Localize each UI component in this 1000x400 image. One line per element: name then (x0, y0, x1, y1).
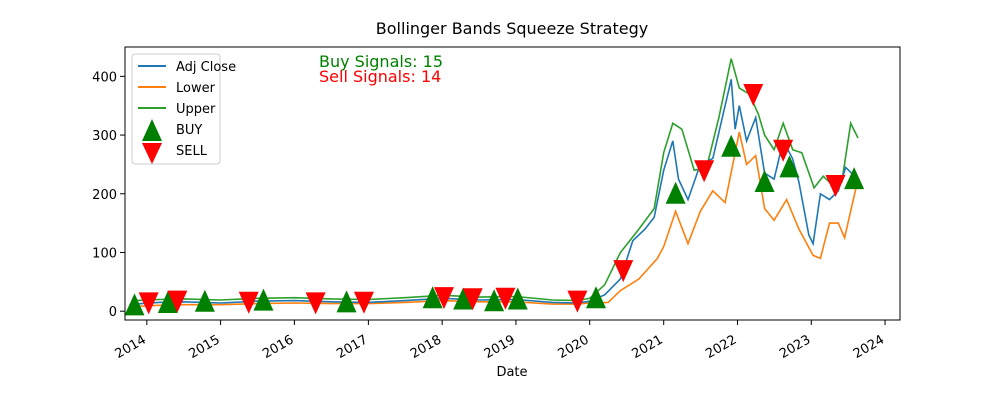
x-tick-label: 2017 (334, 332, 370, 362)
buy-signals-annotation: Buy Signals: 15 (319, 52, 443, 71)
plot-frame (124, 46, 901, 321)
sell-marker (305, 292, 326, 315)
sell-marker (694, 160, 715, 183)
sell-marker (462, 288, 483, 311)
buy-marker (336, 290, 357, 313)
legend-swatch-buy (142, 119, 162, 141)
x-tick-label: 2024 (851, 332, 887, 362)
x-tick-label: 2023 (777, 332, 813, 362)
buy-marker (507, 287, 528, 310)
sell-marker (773, 139, 794, 162)
x-tick-label: 2016 (260, 332, 296, 362)
sell-marker (353, 291, 374, 314)
buy-marker (844, 167, 865, 190)
series-line-adj-close (134, 79, 859, 305)
sell-marker (567, 290, 588, 313)
buy-marker (194, 289, 215, 312)
legend-label-buy: BUY (176, 123, 202, 138)
buy-marker (484, 289, 505, 312)
buy-marker (585, 286, 606, 309)
sell-marker (433, 287, 454, 310)
x-tick-label: 2021 (630, 332, 666, 362)
legend-label-sell: SELL (176, 144, 208, 159)
x-tick-label: 2015 (186, 332, 222, 362)
sell-marker (138, 292, 159, 315)
buy-marker (665, 181, 686, 204)
sell-marker (167, 290, 188, 313)
sell-signals-annotation: Sell Signals: 14 (319, 67, 441, 86)
y-tick-label: 100 (92, 246, 117, 261)
y-tick-label: 0 (109, 305, 117, 320)
buy-marker (453, 287, 474, 310)
x-tick-label: 2018 (408, 332, 444, 362)
sell-marker (613, 260, 634, 283)
y-tick-label: 400 (92, 70, 117, 85)
series-line-lower (134, 131, 859, 308)
x-tick-label: 2022 (703, 332, 739, 362)
buy-marker (157, 290, 178, 313)
sell-marker (238, 291, 259, 314)
legend-label-upper: Upper (176, 102, 216, 117)
buy-marker (253, 288, 274, 311)
buy-marker (754, 170, 775, 193)
y-tick-label: 200 (92, 188, 117, 203)
buy-marker (125, 293, 145, 316)
y-tick-label: 300 (92, 129, 117, 144)
legend-label-lower: Lower (176, 81, 216, 96)
buy-marker (779, 155, 800, 178)
buy-marker (422, 286, 443, 309)
chart-title: Bollinger Bands Squeeze Strategy (376, 19, 648, 38)
buy-marker (721, 134, 742, 157)
x-tick-label: 2020 (556, 332, 592, 362)
legend-label-adj-close: Adj Close (176, 60, 236, 75)
x-axis-label: Date (496, 365, 527, 380)
x-tick-label: 2014 (113, 332, 149, 362)
legend: Adj Close Lower Upper BUY SELL (131, 53, 236, 165)
sell-marker (825, 174, 846, 197)
sell-marker (495, 287, 516, 310)
sell-marker (743, 83, 764, 106)
x-tick-label: 2019 (482, 332, 518, 362)
legend-swatch-sell (142, 143, 162, 164)
